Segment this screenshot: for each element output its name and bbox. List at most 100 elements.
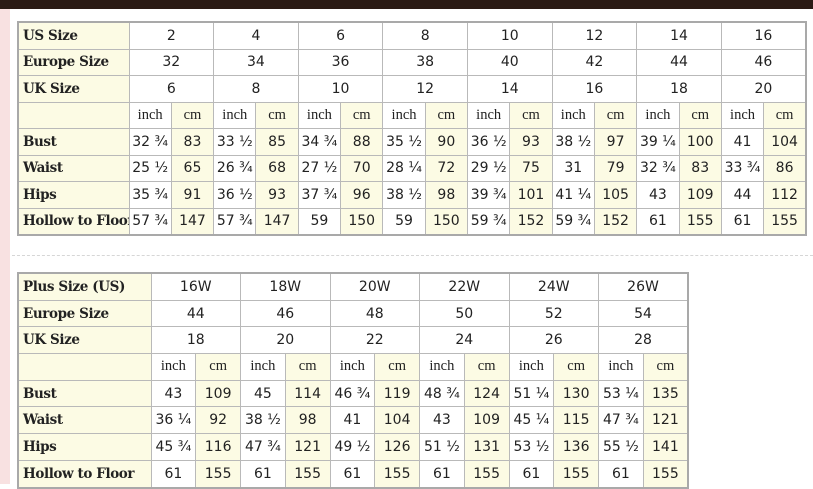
cm-value: 155: [763, 207, 807, 236]
inch-value: 43: [150, 379, 197, 408]
cm-value: 121: [284, 433, 331, 461]
cm-value: 91: [170, 181, 215, 209]
size-cell: 26W: [598, 272, 689, 301]
size-cell: 48: [329, 299, 420, 328]
size-cell: 14: [467, 75, 553, 103]
cm-value: 152: [509, 207, 553, 236]
unit-cm: cm: [284, 353, 331, 381]
size-cell: 24W: [508, 272, 599, 301]
inch-value: 61: [150, 459, 197, 489]
size-cell: 22: [329, 326, 420, 355]
unit-row: inch cm inch cm inch cm inch cm inch cm inch cm inch…: [17, 101, 807, 129]
size-cell: 42: [551, 48, 638, 76]
size-row: Europe Size 32 34 36 38 40 42 44 46: [17, 48, 807, 76]
size-cell: 32: [128, 48, 215, 76]
cm-value: 115: [553, 406, 599, 435]
size-cell: 46: [720, 48, 807, 76]
inch-value: 59 ¾: [466, 207, 511, 236]
inch-value: 36 ½: [466, 128, 511, 156]
inch-value: 45 ¾: [150, 433, 197, 461]
inch-value: 39 ¾: [466, 181, 511, 209]
unit-cm: cm: [255, 101, 299, 129]
inch-value: 61: [419, 459, 465, 489]
measurement-row: Hollow to Floor 57 ¾ 147 57 ¾ 147 59 150 59 150 5…: [17, 207, 807, 236]
cm-value: 150: [340, 207, 384, 236]
size-cell: 38: [382, 48, 468, 76]
unit-row: inch cm inch cm inch cm inch cm inch cm inch cm: [17, 353, 689, 381]
inch-value: 57 ¾: [213, 207, 257, 236]
unit-inch: inch: [636, 101, 680, 129]
measurement-row: Hips 45 ¾ 116 47 ¾ 121 49 ½ 126 51 ½ 131 53 ½ 136 5…: [17, 433, 689, 461]
inch-value: 32 ¾: [636, 154, 680, 182]
cm-value: 114: [284, 379, 331, 408]
size-cell: 18: [636, 75, 722, 103]
inch-value: 43: [419, 406, 465, 435]
unit-inch: inch: [240, 353, 286, 381]
cm-value: 70: [340, 154, 384, 182]
cm-value: 126: [374, 433, 420, 461]
inch-value: 41: [329, 406, 376, 435]
size-cell: 18W: [240, 272, 331, 301]
size-cell: 6: [128, 75, 215, 103]
unit-cm: cm: [763, 101, 807, 129]
cm-value: 75: [509, 154, 553, 182]
inch-value: 61: [240, 459, 286, 489]
inch-value: 38 ½: [551, 128, 595, 156]
cm-value: 88: [340, 128, 384, 156]
row-label: Hips: [17, 433, 152, 461]
unit-cm: cm: [424, 101, 469, 129]
inch-value: 31: [551, 154, 595, 182]
unit-inch: inch: [720, 101, 765, 129]
size-cell: 34: [213, 48, 299, 76]
row-label: Waist: [17, 154, 130, 182]
cm-value: 155: [284, 459, 331, 489]
row-label: Waist: [17, 406, 152, 435]
cm-value: 98: [284, 406, 331, 435]
size-cell: 20W: [329, 272, 420, 301]
cm-value: 86: [763, 154, 807, 182]
size-cell: 14: [636, 21, 722, 50]
cm-value: 131: [463, 433, 510, 461]
inch-value: 41 ¼: [551, 181, 595, 209]
cm-value: 121: [642, 406, 689, 435]
plus-size-chart: Plus Size (US) 16W 18W 20W 22W 24W 26W Europe S…: [17, 272, 689, 489]
standard-size-chart: US Size 2 4 6 8 10 12 14 16 Europe Size 32 34 36 38 40…: [17, 21, 807, 236]
size-cell: 36: [297, 48, 384, 76]
cm-value: 92: [195, 406, 241, 435]
size-cell: 4: [213, 21, 299, 50]
size-cell: 26: [508, 326, 599, 355]
cm-value: 79: [593, 154, 638, 182]
size-cell: 44: [150, 299, 241, 328]
inch-value: 33 ¾: [720, 154, 765, 182]
cm-value: 136: [553, 433, 599, 461]
inch-value: 61: [329, 459, 376, 489]
unit-inch: inch: [297, 101, 342, 129]
cm-value: 104: [763, 128, 807, 156]
inch-value: 33 ½: [213, 128, 257, 156]
unit-cm: cm: [642, 353, 689, 381]
cm-value: 97: [593, 128, 638, 156]
inch-value: 38 ½: [240, 406, 286, 435]
size-cell: 28: [598, 326, 689, 355]
size-cell: 12: [382, 75, 468, 103]
inch-value: 61: [636, 207, 680, 236]
inch-value: 47 ¾: [240, 433, 286, 461]
inch-value: 27 ½: [297, 154, 342, 182]
row-label: Europe Size: [17, 299, 152, 328]
cm-value: 155: [553, 459, 599, 489]
inch-value: 37 ¾: [297, 181, 342, 209]
inch-value: 59: [297, 207, 342, 236]
unit-inch: inch: [329, 353, 376, 381]
size-row: UK Size 6 8 10 12 14 16 18 20: [17, 75, 807, 103]
row-label: US Size: [17, 21, 130, 50]
row-label: [17, 353, 152, 381]
cm-value: 147: [170, 207, 215, 236]
cm-value: 68: [255, 154, 299, 182]
cm-value: 83: [170, 128, 215, 156]
unit-inch: inch: [466, 101, 511, 129]
inch-value: 57 ¾: [128, 207, 172, 236]
unit-inch: inch: [382, 101, 426, 129]
cm-value: 155: [463, 459, 510, 489]
inch-value: 46 ¾: [329, 379, 376, 408]
inch-value: 38 ½: [382, 181, 426, 209]
